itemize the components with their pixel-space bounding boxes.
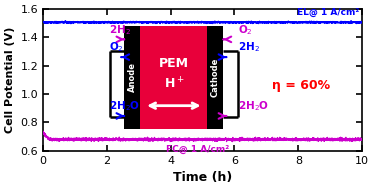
Text: FC@ 1 A/cm²: FC@ 1 A/cm² [166,145,229,154]
Text: H$^+$: H$^+$ [163,77,184,92]
Text: η = 60%: η = 60% [272,79,331,92]
Text: 2H$_2$O: 2H$_2$O [238,99,270,113]
Text: EL@ 1 A/cm²: EL@ 1 A/cm² [297,8,359,17]
Text: Anode: Anode [128,62,137,92]
Bar [125,26,223,129]
Text: Cathode: Cathode [211,58,220,97]
Text: PEM: PEM [159,57,189,70]
Text: 2H$_2$O: 2H$_2$O [110,99,141,113]
Y-axis label: Cell Potential (V): Cell Potential (V) [5,27,15,133]
Text: 2H$_2$: 2H$_2$ [238,40,260,54]
Text: O$_2$: O$_2$ [238,23,253,36]
Text: 2H$_2$: 2H$_2$ [110,23,131,36]
X-axis label: Time (h): Time (h) [173,171,232,184]
Text: O$_2$: O$_2$ [110,40,124,54]
Bar [140,26,207,129]
